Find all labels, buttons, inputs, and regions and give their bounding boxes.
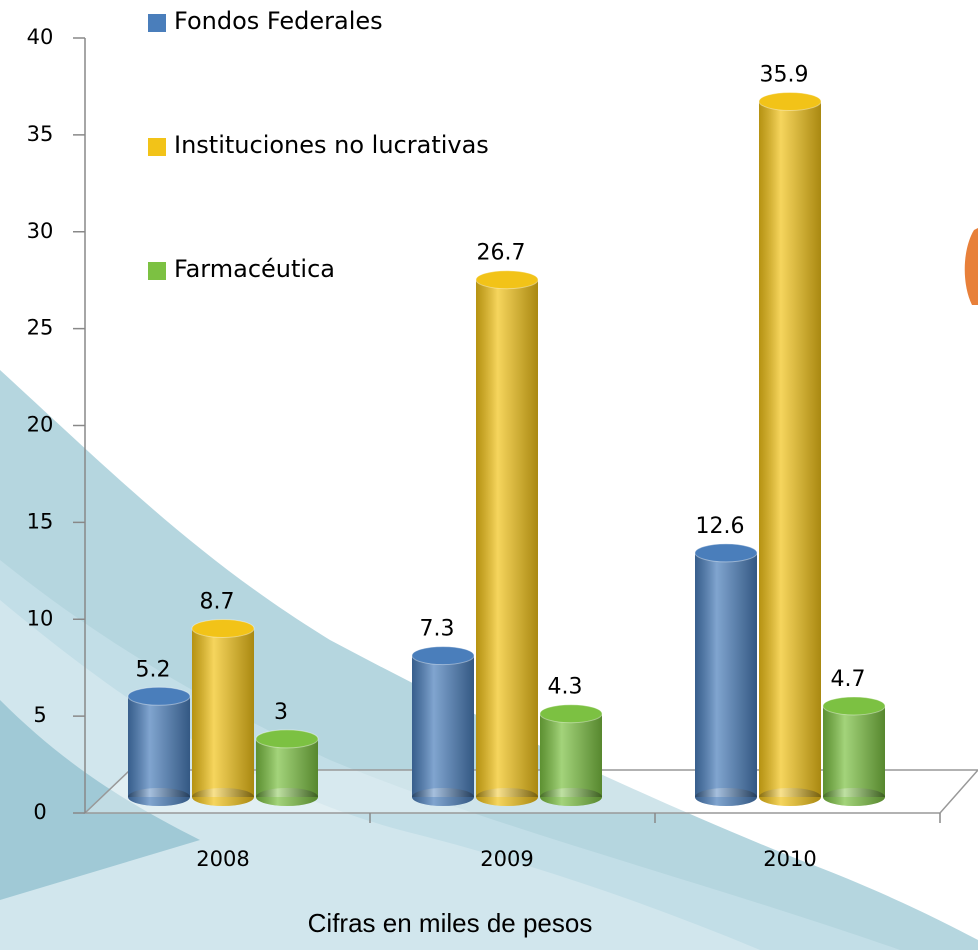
bar-group bbox=[539, 704, 603, 806]
value-label: 26.7 bbox=[477, 241, 526, 266]
bar-top bbox=[255, 729, 319, 749]
y-tick-label: 15 bbox=[27, 509, 54, 533]
bar-bottom-shade bbox=[256, 788, 318, 806]
bar-shade bbox=[823, 705, 885, 797]
value-label: 35.9 bbox=[760, 62, 809, 87]
legend-label: Farmacéutica bbox=[174, 255, 335, 283]
bar-shade bbox=[192, 628, 254, 797]
bar-bottom-shade bbox=[412, 788, 474, 806]
y-tick-label: 20 bbox=[27, 413, 54, 437]
x-tick-label: 2009 bbox=[480, 847, 533, 871]
bar-bottom-shade bbox=[759, 788, 821, 806]
value-label: 4.3 bbox=[548, 675, 583, 700]
x-tick-label: 2010 bbox=[763, 847, 816, 871]
bar-group bbox=[694, 543, 758, 806]
bar-shade bbox=[128, 696, 190, 797]
bar-group bbox=[191, 618, 255, 806]
y-tick-label: 0 bbox=[33, 800, 46, 824]
legend-swatch bbox=[148, 138, 166, 156]
y-tick-label: 40 bbox=[27, 25, 54, 49]
bar-shade bbox=[695, 552, 757, 797]
x-axis-title: Cifras en miles de pesos bbox=[308, 908, 593, 938]
bar-top bbox=[694, 543, 758, 563]
bar-top bbox=[191, 618, 255, 638]
legend-label: Instituciones no lucrativas bbox=[174, 131, 489, 159]
legend-swatch bbox=[148, 14, 166, 32]
bar-bottom-shade bbox=[540, 788, 602, 806]
y-tick-label: 10 bbox=[27, 606, 54, 630]
x-tick-label: 2008 bbox=[196, 847, 249, 871]
bar-top bbox=[127, 686, 191, 706]
y-tick-label: 5 bbox=[33, 703, 46, 727]
bar-top bbox=[475, 270, 539, 290]
bar-top bbox=[539, 704, 603, 724]
value-label: 5.2 bbox=[136, 657, 171, 682]
bar-bottom-shade bbox=[476, 788, 538, 806]
value-label: 3 bbox=[274, 700, 288, 725]
bar-shade bbox=[540, 713, 602, 797]
y-tick-label: 30 bbox=[27, 219, 54, 243]
y-tick-label: 25 bbox=[27, 316, 54, 340]
bar-top bbox=[822, 696, 886, 716]
legend-label: Fondos Federales bbox=[174, 7, 383, 35]
bar-shade bbox=[476, 279, 538, 797]
bar-group bbox=[255, 729, 319, 806]
bar-shade bbox=[759, 101, 821, 797]
bar-group bbox=[127, 686, 191, 806]
bar-bottom-shade bbox=[823, 788, 885, 806]
value-label: 7.3 bbox=[420, 617, 455, 642]
bar-group bbox=[411, 646, 475, 806]
bar-shade bbox=[412, 655, 474, 797]
value-label: 8.7 bbox=[200, 589, 235, 614]
bar-group bbox=[822, 696, 886, 806]
legend-swatch bbox=[148, 262, 166, 280]
bar-bottom-shade bbox=[128, 788, 190, 806]
bar-top bbox=[758, 91, 822, 111]
bar-top bbox=[411, 646, 475, 666]
bar-bottom-shade bbox=[192, 788, 254, 806]
value-label: 12.6 bbox=[696, 514, 745, 539]
bar-bottom-shade bbox=[695, 788, 757, 806]
bar-group bbox=[758, 91, 822, 806]
bar-group bbox=[475, 270, 539, 806]
y-tick-label: 35 bbox=[27, 122, 54, 146]
value-label: 4.7 bbox=[831, 667, 866, 692]
bar-shade bbox=[256, 738, 318, 797]
